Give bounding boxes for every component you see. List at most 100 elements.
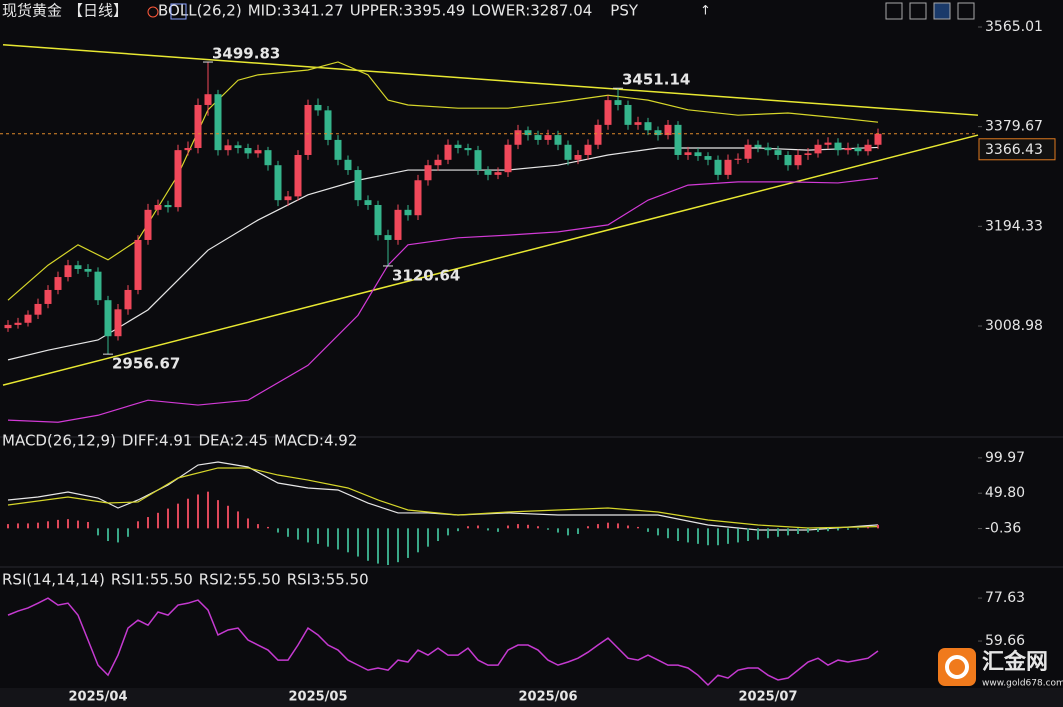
- macd-bar: [587, 526, 589, 529]
- candle-body: [544, 135, 552, 140]
- macd-bar: [817, 528, 819, 532]
- legend-name: RSI3:: [287, 571, 326, 589]
- macd-bar: [487, 528, 489, 531]
- macd-bar: [677, 528, 679, 542]
- series-line: [2, 43, 979, 116]
- macd-bar: [607, 522, 609, 529]
- macd-bar: [527, 524, 529, 529]
- macd-bar: [367, 528, 369, 561]
- macd-bar: [127, 528, 129, 537]
- legend-name: UPPER:: [350, 2, 404, 20]
- candle-body: [814, 144, 822, 154]
- macd-bar: [467, 526, 469, 529]
- macd-bar: [767, 528, 769, 539]
- macd-bar: [317, 528, 319, 544]
- macd-bar: [747, 528, 749, 542]
- candle-body: [844, 147, 852, 151]
- candle-body: [494, 172, 502, 175]
- macd-bar: [807, 528, 809, 533]
- candle-body: [474, 150, 482, 171]
- candle-body: [234, 145, 242, 148]
- candle-body: [114, 309, 122, 337]
- macd-bar: [707, 528, 709, 546]
- candle-body: [184, 147, 192, 151]
- candle-body: [104, 300, 112, 337]
- candle-body: [214, 94, 222, 151]
- tool-icon[interactable]: [909, 2, 927, 20]
- macd-bar: [307, 528, 309, 543]
- macd-bar: [137, 521, 139, 529]
- candle-body: [284, 196, 292, 201]
- legend-name: LOWER:: [471, 2, 530, 20]
- macd-bar: [167, 508, 169, 529]
- logo-mark: [945, 655, 969, 679]
- icon: [147, 6, 159, 18]
- macd-bar: [777, 528, 779, 537]
- legend-value: 2.45: [235, 432, 268, 450]
- macd-bar: [387, 528, 389, 565]
- candle-body: [54, 277, 62, 290]
- candle-body: [604, 100, 612, 125]
- macd-bar: [457, 528, 459, 532]
- macd-bar: [257, 524, 259, 529]
- macd-bar: [37, 522, 39, 529]
- series-line: [7, 467, 879, 529]
- legend-name: RSI2:: [199, 571, 238, 589]
- y-tick-label: 77.63: [985, 590, 1025, 606]
- macd-bar: [117, 528, 119, 543]
- icon: [170, 3, 187, 20]
- candle-body: [404, 209, 412, 216]
- macd-bar: [47, 521, 49, 529]
- macd-bar: [857, 528, 859, 530]
- macd-bar: [147, 517, 149, 529]
- candle-body: [594, 124, 602, 145]
- logo-url: www.gold678.com: [982, 679, 1063, 689]
- legend-name: MID:: [248, 2, 282, 20]
- logo-icon: [938, 648, 976, 686]
- extreme-label: 3120.64: [392, 266, 460, 284]
- icon-arrow: ↑: [700, 4, 711, 19]
- candle-body: [664, 124, 672, 136]
- macd-bar: [557, 528, 559, 533]
- macd-bar: [757, 528, 759, 540]
- candle-body: [484, 170, 492, 175]
- tool-icon[interactable]: [957, 2, 975, 20]
- macd-bar: [597, 524, 599, 529]
- candle-body: [374, 204, 382, 236]
- candle-body: [414, 180, 422, 216]
- macd-bar: [207, 491, 209, 529]
- candle-body: [14, 322, 22, 325]
- candle-body: [354, 170, 362, 201]
- candle-body: [264, 150, 272, 166]
- macd-bar: [97, 528, 99, 536]
- candle-body: [334, 139, 342, 160]
- legend-value: 3395.49: [403, 2, 465, 20]
- macd-bar: [357, 528, 359, 557]
- macd-bar: [247, 518, 249, 529]
- candle-body: [64, 265, 72, 278]
- legend-text: BOLL(26,2): [158, 2, 242, 20]
- extreme-label: 2956.67: [112, 355, 180, 373]
- candle-body: [644, 122, 652, 131]
- candle-body: [174, 150, 182, 208]
- candle-body: [434, 159, 442, 166]
- macd-bar: [547, 528, 549, 530]
- candle-body: [464, 147, 472, 151]
- candle-body: [324, 110, 332, 140]
- candle-body: [734, 158, 742, 160]
- y-tick-label: -0.36: [985, 521, 1021, 537]
- macd-bar: [847, 528, 849, 530]
- macd-bar: [287, 528, 289, 537]
- macd-bar: [77, 520, 79, 529]
- tool-icon[interactable]: [885, 2, 903, 20]
- candle-body: [624, 104, 632, 125]
- candle-body: [244, 147, 252, 154]
- x-tick-label: 2025/04: [68, 690, 127, 705]
- macd-bar: [297, 528, 299, 540]
- tool-icon[interactable]: [933, 2, 951, 20]
- macd-bar: [637, 526, 639, 529]
- macd-bar: [107, 528, 109, 542]
